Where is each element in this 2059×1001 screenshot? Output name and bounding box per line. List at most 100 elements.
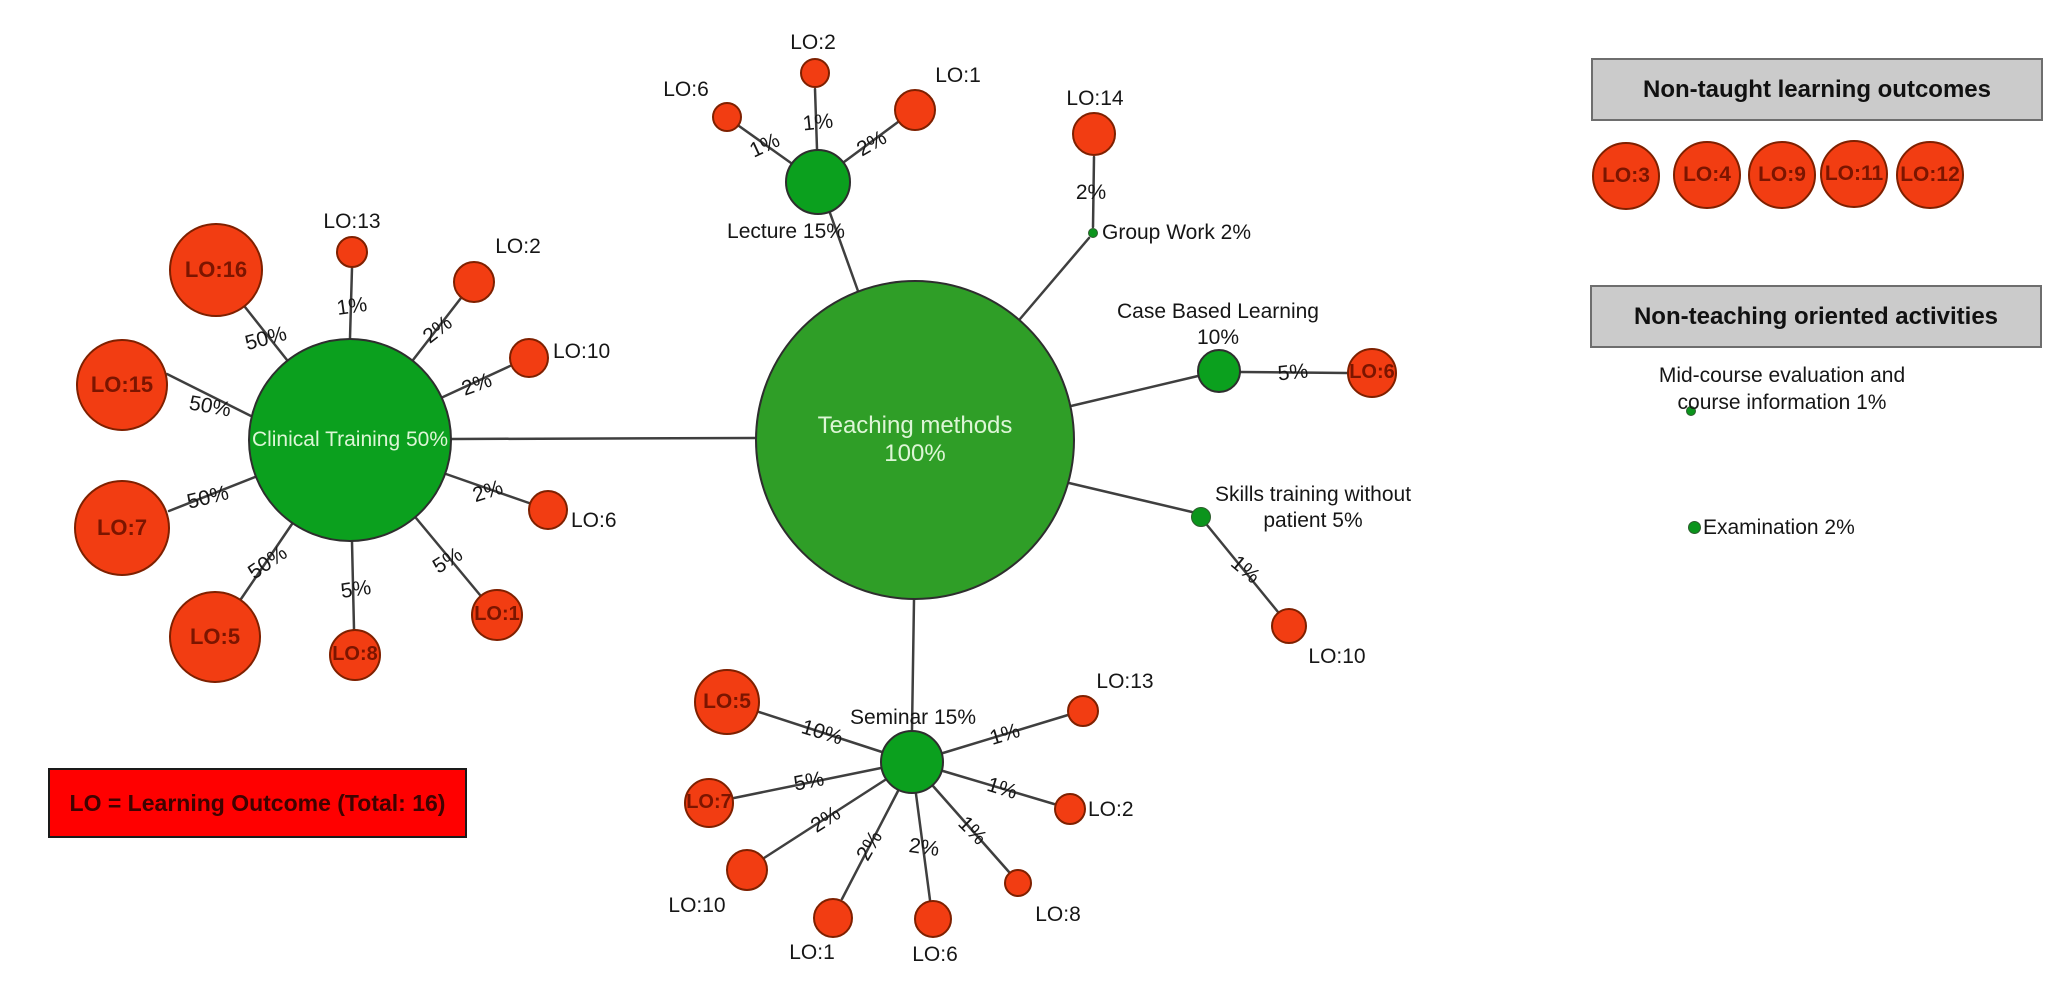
- node-lo2-seminar: [1054, 793, 1086, 825]
- node-lo11-nontaught: LO:11: [1820, 140, 1888, 208]
- node-lo10-seminar: [726, 849, 768, 891]
- node-lo13-seminar: [1067, 695, 1099, 727]
- name-lo10-clinical: LO:10: [553, 340, 611, 363]
- name-lo13-seminar: LO:13: [1096, 670, 1154, 693]
- legend-text: LO = Learning Outcome (Total: 16): [69, 789, 446, 816]
- edge-line: [762, 778, 887, 860]
- node-lo13-clinical: [336, 236, 368, 268]
- node-lo8-seminar: [1004, 869, 1032, 897]
- node-lo2-clinical: [453, 261, 495, 303]
- percent-lo2-lecture: 1%: [801, 109, 835, 136]
- node-lo9-nontaught: LO:9: [1748, 141, 1816, 209]
- name-lo8-seminar: LO:8: [1035, 903, 1081, 926]
- name-lo2-seminar: LO:2: [1088, 798, 1134, 821]
- node-lo1-seminar: [813, 898, 853, 938]
- node-lo6-seminar: [914, 900, 952, 938]
- percent-lo13-clinical: 1%: [335, 293, 369, 321]
- node-lo1-clinical: LO:1: [471, 589, 523, 641]
- node-lo1-lecture: [894, 89, 936, 131]
- node-lo14-groupwork: [1072, 112, 1116, 156]
- percent-lo6-seminar: 2%: [907, 834, 941, 862]
- node-lo6-clinical: [528, 490, 568, 530]
- non-teaching-activities-header-label: Non-teaching oriented activities: [1633, 302, 1999, 330]
- name-lo1-seminar: LO:1: [789, 941, 835, 964]
- node-lo8-clinical: LO:8: [329, 629, 381, 681]
- edge-line: [450, 436, 757, 441]
- edge-line: [941, 713, 1070, 755]
- node-lo15-clinical: LO:15: [76, 339, 168, 431]
- name-lo2-lecture: LO:2: [790, 31, 836, 54]
- node-group-work: [1088, 228, 1098, 238]
- examination-label: Examination 2%: [1703, 516, 1855, 539]
- edge-line: [1067, 481, 1194, 514]
- edge-line: [941, 769, 1056, 806]
- hub-label-lecture: Lecture 15%: [727, 220, 845, 243]
- midcourse-evaluation-label: Mid-course evaluation and course informa…: [1658, 364, 1906, 414]
- hub-label-cbl: Case Based Learning 10%: [1117, 300, 1319, 349]
- midcourse-dot-icon: [1686, 406, 1696, 416]
- node-lo12-nontaught: LO:12: [1896, 141, 1964, 209]
- edge-line: [350, 540, 356, 631]
- node-lo5-clinical: LO:5: [169, 591, 261, 683]
- edge-line: [1239, 370, 1349, 375]
- node-lo5-seminar: LO:5: [694, 669, 760, 735]
- node-lo7-clinical: LO:7: [74, 480, 170, 576]
- node-lo3-nontaught: LO:3: [1592, 142, 1660, 210]
- edge-line: [732, 766, 883, 800]
- edge-line: [840, 789, 900, 901]
- edge-line: [444, 472, 531, 505]
- examination-dot-icon: [1688, 521, 1701, 534]
- edge-line: [441, 364, 512, 399]
- node-lo6-lecture: [712, 102, 742, 132]
- node-lo4-nontaught: LO:4: [1673, 141, 1741, 209]
- edge-line: [910, 598, 916, 732]
- name-lo6-seminar: LO:6: [912, 943, 958, 966]
- non-teaching-activities-header: Non-teaching oriented activities: [1590, 285, 2042, 348]
- edge-line: [1091, 155, 1096, 229]
- edge-line: [914, 792, 932, 902]
- name-lo10-skills: LO:10: [1308, 645, 1366, 668]
- node-case-based-learning: [1197, 349, 1241, 393]
- percent-lo14-groupwork: 2%: [1075, 181, 1107, 204]
- non-taught-outcomes-header-label: Non-taught learning outcomes: [1643, 75, 1991, 103]
- hub-label-groupwork: Group Work 2%: [1102, 221, 1251, 244]
- edge-line: [165, 372, 253, 418]
- name-lo1-lecture: LO:1: [935, 64, 981, 87]
- percent-lo8-clinical: 5%: [339, 576, 373, 604]
- node-teaching-methods: Teaching methods 100%: [755, 280, 1075, 600]
- name-lo14-groupwork: LO:14: [1066, 87, 1124, 110]
- node-lo10-clinical: [509, 338, 549, 378]
- node-lo7-seminar: LO:7: [684, 778, 734, 828]
- edge-line: [931, 784, 1011, 874]
- edge-line: [1205, 523, 1280, 614]
- node-lo10-skills: [1271, 608, 1307, 644]
- edge-line: [842, 120, 900, 164]
- hub-label-seminar: Seminar 15%: [849, 706, 977, 729]
- node-lecture: [785, 149, 851, 215]
- edge-line: [411, 296, 463, 362]
- name-lo6-lecture: LO:6: [663, 78, 709, 101]
- node-lo2-lecture: [800, 58, 830, 88]
- hub-label-skills: Skills training without patient 5%: [1214, 483, 1412, 532]
- node-seminar: [880, 730, 944, 794]
- non-taught-outcomes-header: Non-taught learning outcomes: [1591, 58, 2043, 121]
- node-lo16-clinical: LO:16: [169, 223, 263, 317]
- edge-line: [757, 710, 884, 754]
- legend-box: LO = Learning Outcome (Total: 16): [48, 768, 467, 838]
- node-lo6-cbl: LO:6: [1347, 348, 1397, 398]
- node-clinical-training: Clinical Training 50%: [248, 338, 452, 542]
- edge-line: [737, 124, 793, 165]
- node-skills-training: [1191, 507, 1211, 527]
- edge-line: [348, 266, 354, 340]
- edge-line: [813, 87, 819, 151]
- name-lo2-clinical: LO:2: [495, 235, 541, 258]
- edge-line: [1069, 374, 1200, 408]
- edge-line: [167, 475, 257, 513]
- edge-line: [414, 516, 482, 597]
- edge-line: [828, 211, 860, 293]
- name-lo10-seminar: LO:10: [668, 894, 726, 917]
- name-lo6-clinical: LO:6: [571, 509, 617, 532]
- percent-lo6-cbl: 5%: [1276, 359, 1310, 386]
